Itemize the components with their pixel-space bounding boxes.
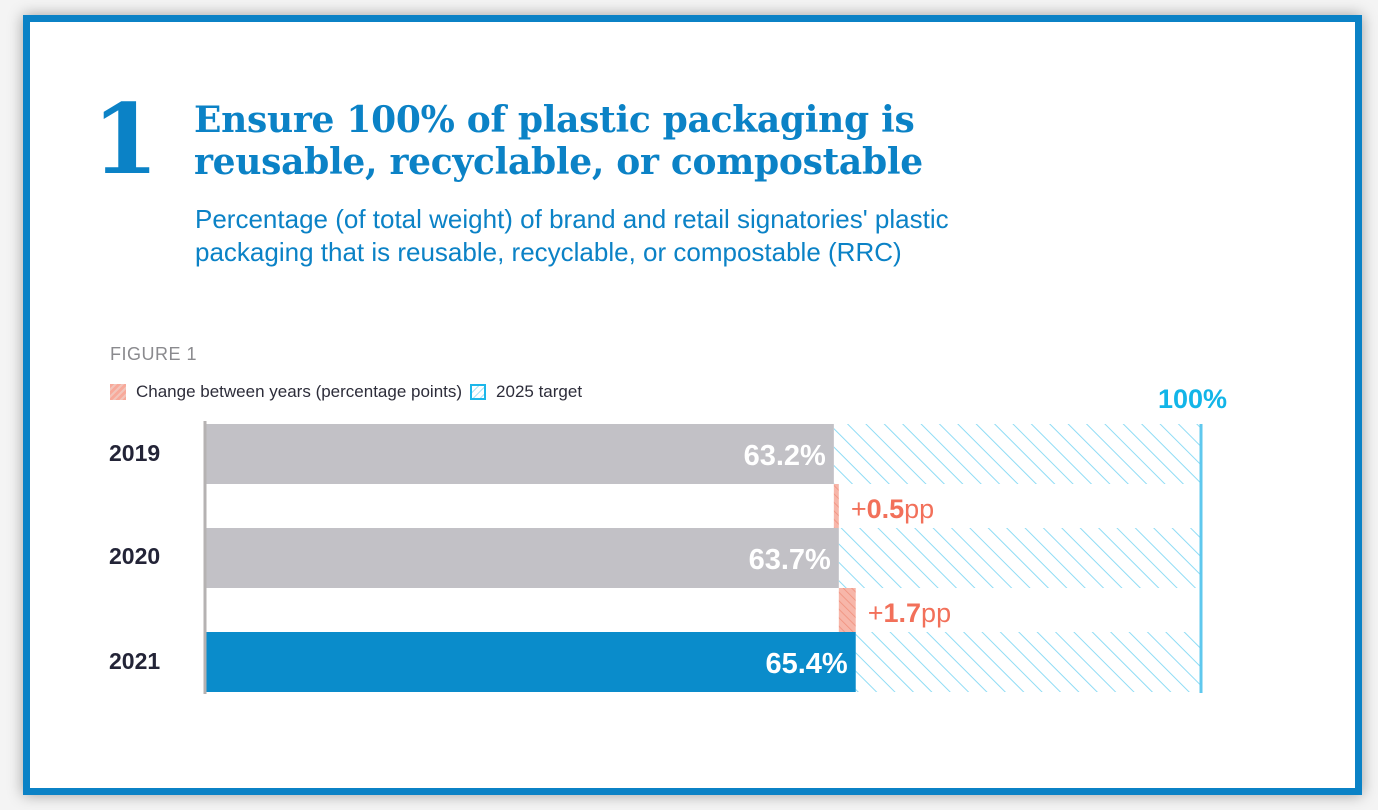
subtitle: Percentage (of total weight) of brand an… bbox=[195, 203, 1155, 269]
legend-change-label: Change between years (percentage points) bbox=[136, 382, 463, 401]
target-label: 100% bbox=[1158, 384, 1228, 414]
change-bar-2019-2020 bbox=[833, 484, 839, 528]
goal-number: 1 bbox=[92, 83, 159, 196]
change-swatch-icon bbox=[110, 384, 126, 400]
page-title: Ensure 100% of plastic packaging is reus… bbox=[194, 99, 923, 183]
year-label-2020: 2020 bbox=[109, 543, 161, 569]
value-label-2021: 65.4% bbox=[765, 648, 847, 680]
legend-target-label: 2025 target bbox=[496, 382, 583, 401]
bar-2020 bbox=[205, 528, 839, 588]
value-label-2020: 63.7% bbox=[749, 544, 831, 576]
target-gap-2021 bbox=[855, 632, 1200, 692]
change-label-2019-2020: +0.5pp bbox=[851, 494, 934, 524]
change-label-2020-2021: +1.7pp bbox=[868, 598, 951, 628]
target-gap-2020 bbox=[838, 528, 1200, 588]
year-label-2021: 2021 bbox=[109, 648, 161, 674]
year-label-2019: 2019 bbox=[109, 440, 161, 466]
chart-legend: Change between years (percentage points)… bbox=[110, 382, 582, 402]
value-label-2019: 63.2% bbox=[744, 440, 826, 472]
bar-2019 bbox=[205, 424, 834, 484]
bar-2021 bbox=[205, 632, 856, 692]
subtitle-line-2: packaging that is reusable, recyclable, … bbox=[195, 237, 902, 267]
figure-label: FIGURE 1 bbox=[110, 344, 198, 364]
target-swatch-icon bbox=[470, 384, 487, 400]
title-line-2: reusable, recyclable, or compostable bbox=[194, 141, 923, 183]
subtitle-line-1: Percentage (of total weight) of brand an… bbox=[195, 204, 949, 234]
target-gap-2019 bbox=[833, 424, 1200, 484]
title-line-1: Ensure 100% of plastic packaging is bbox=[194, 99, 915, 141]
change-bar-2020-2021 bbox=[838, 588, 856, 632]
